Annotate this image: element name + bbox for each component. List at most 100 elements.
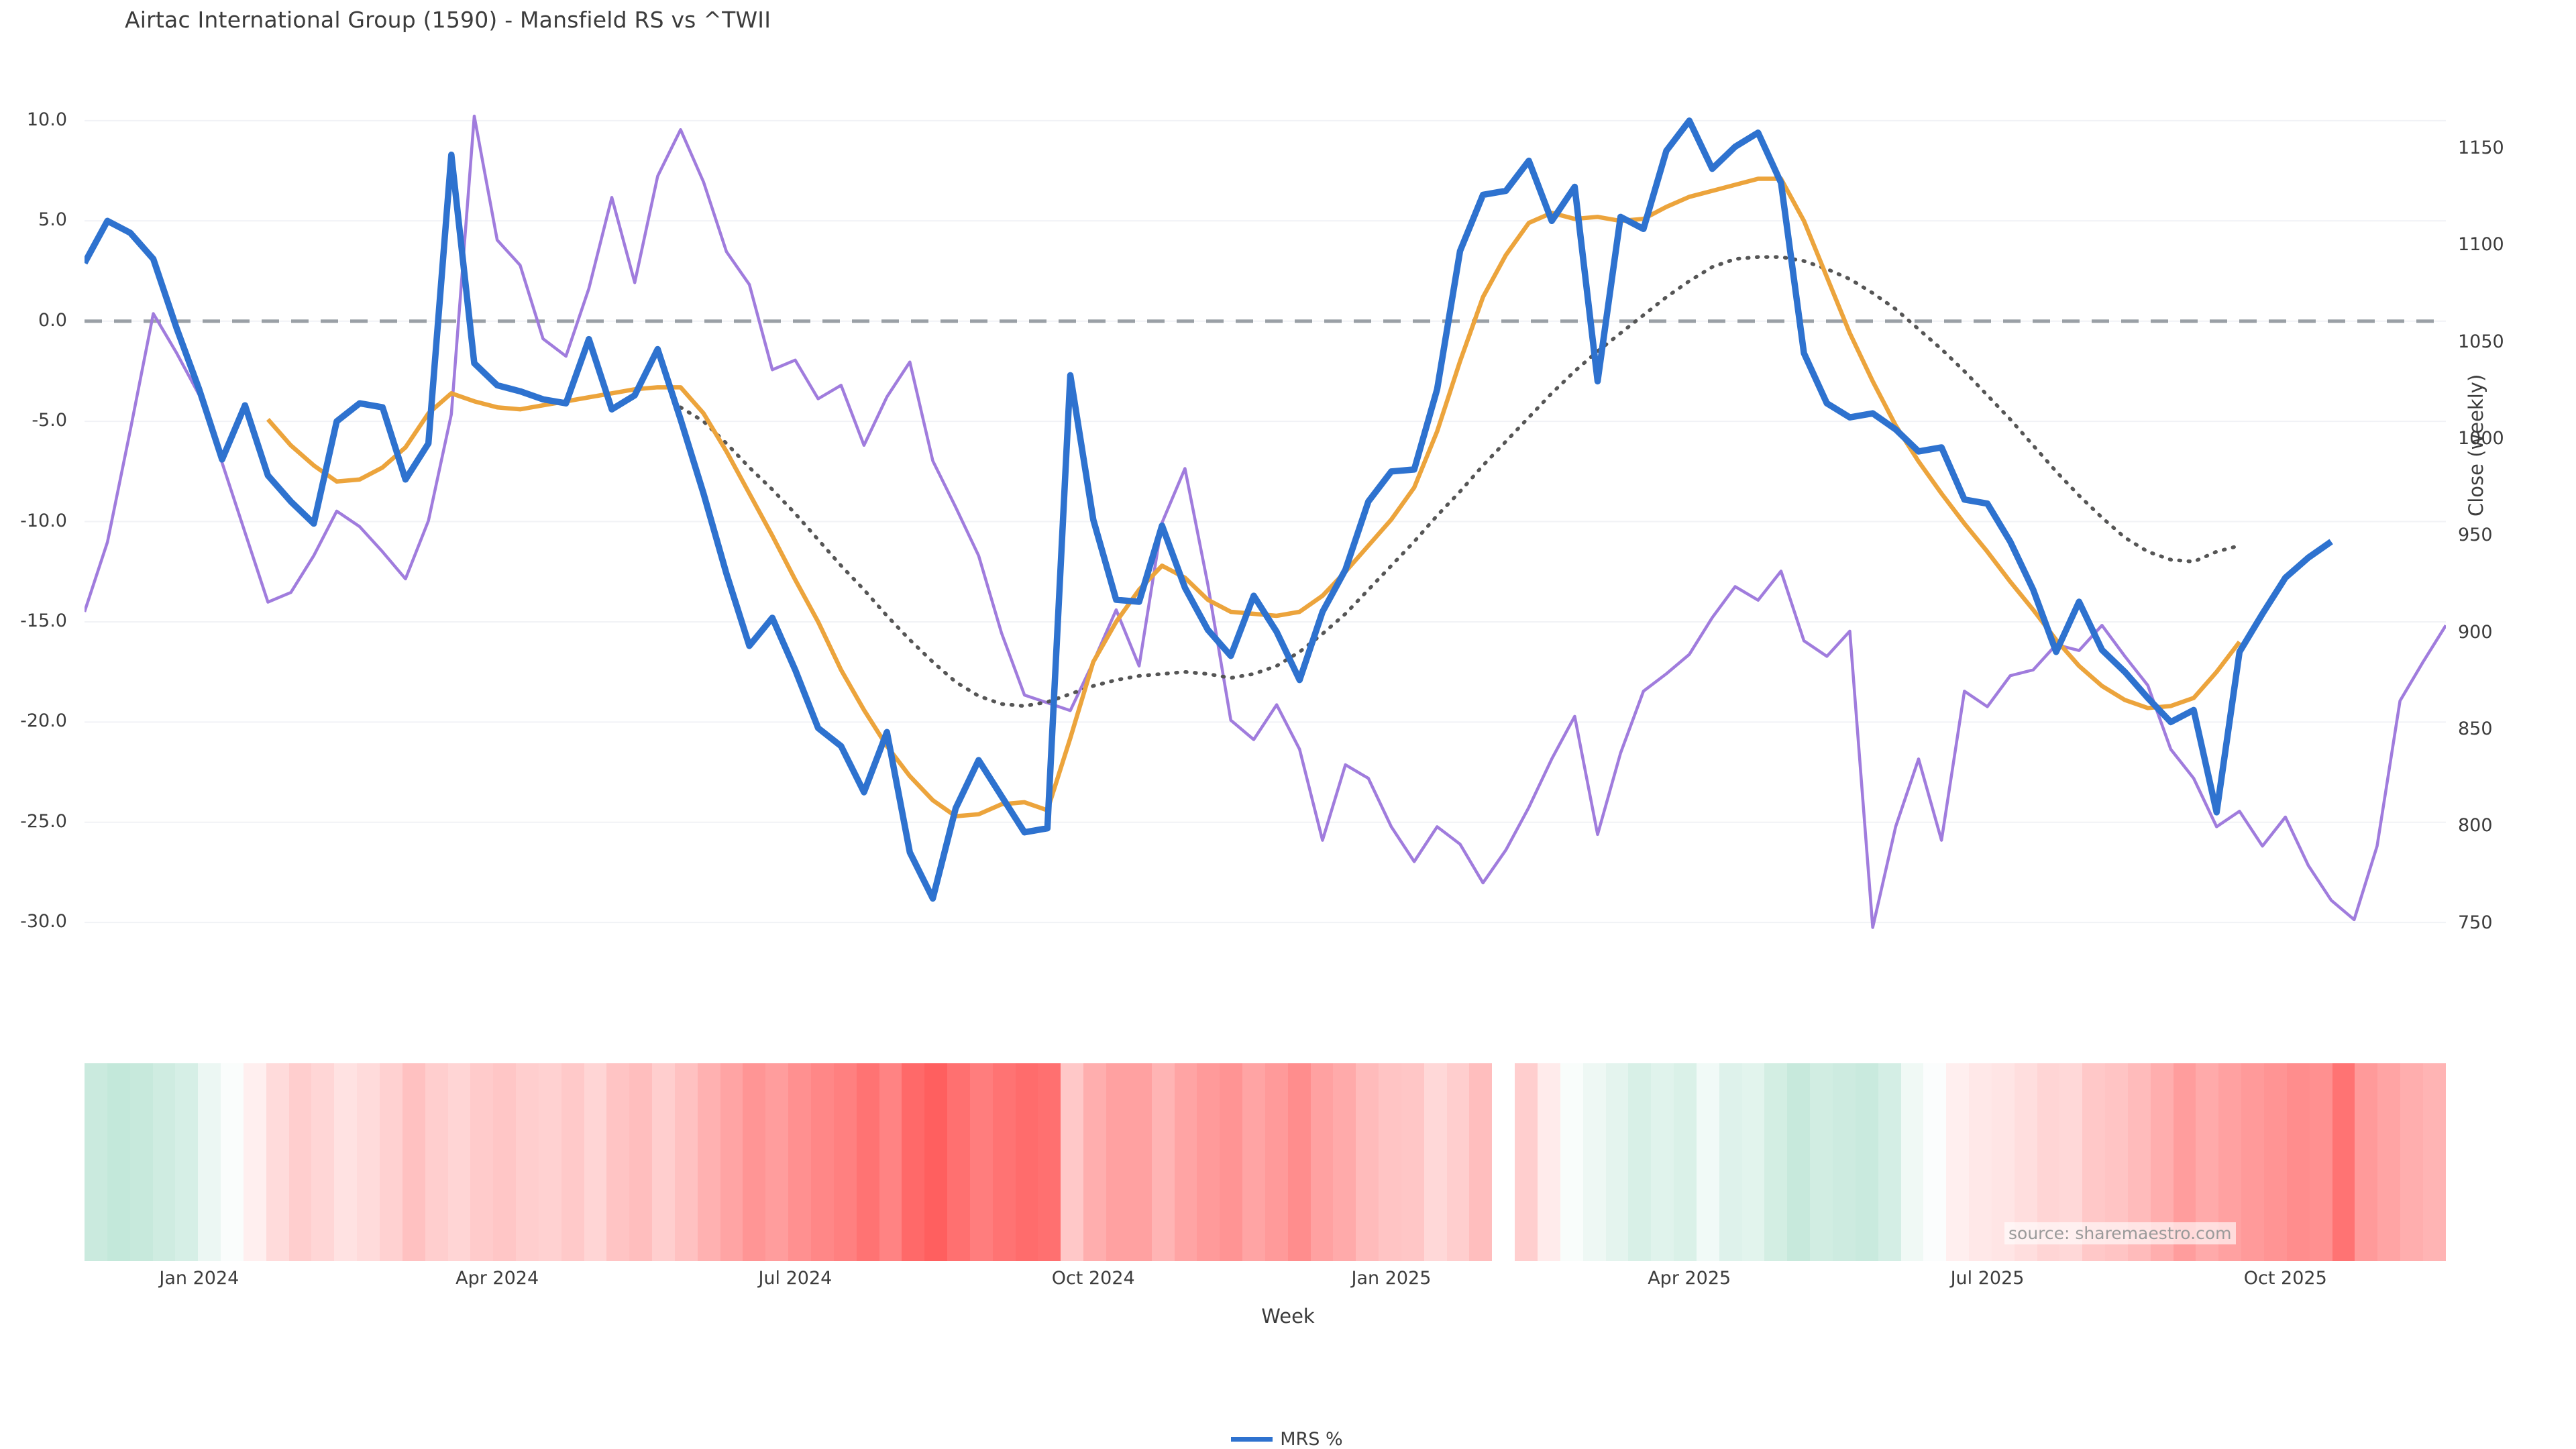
heatmap-cell — [1582, 1063, 1606, 1261]
gridlines — [85, 119, 2446, 924]
legend-item[interactable]: MRS % — [1231, 1429, 1401, 1449]
y-axis-left-tick: 5.0 — [38, 209, 67, 231]
heatmap-cell — [1379, 1063, 1401, 1261]
heatmap-cell — [1469, 1063, 1493, 1261]
heatmap-cell — [969, 1063, 993, 1261]
y-axis-right-tick: 750 — [2458, 912, 2493, 933]
heatmap-cell — [1878, 1063, 1901, 1261]
heatmap-cell — [697, 1063, 720, 1261]
y-axis-left-tick: -5.0 — [32, 410, 67, 431]
x-axis-tick: Jul 2024 — [758, 1268, 833, 1289]
heatmap-cell — [152, 1063, 176, 1261]
y-axis-right-tick: 1100 — [2458, 234, 2504, 256]
heatmap-cell — [1969, 1063, 1992, 1261]
heatmap-cell — [311, 1063, 335, 1261]
y-axis-right-tick: 900 — [2458, 621, 2493, 643]
heatmap-cell — [1242, 1063, 1265, 1261]
heatmap-cell — [357, 1063, 380, 1261]
heatmap-cell — [1923, 1063, 1947, 1261]
heatmap-cell — [425, 1063, 448, 1261]
heatmap-cell — [129, 1063, 153, 1261]
heatmap-cell — [1900, 1063, 1924, 1261]
y-axis-right-tick: 1050 — [2458, 331, 2504, 352]
heatmap-cell — [516, 1063, 539, 1261]
heatmap-cell — [2264, 1063, 2287, 1261]
x-axis-tick: Apr 2024 — [455, 1268, 539, 1289]
heatmap-cell — [2332, 1063, 2355, 1261]
chart-canvas — [85, 114, 2446, 929]
series-fast-ma — [266, 176, 2242, 819]
heatmap-cell — [1061, 1063, 1084, 1261]
page-title: Airtac International Group (1590) - Mans… — [125, 7, 771, 33]
y-axis-right-tick: 1150 — [2458, 138, 2504, 159]
heatmap-cell — [1741, 1063, 1765, 1261]
heatmap-cell — [2422, 1063, 2446, 1261]
x-axis-tick: Jan 2025 — [1351, 1268, 1432, 1289]
y-axis-right-tick: 1000 — [2458, 428, 2504, 449]
series-mrs — [85, 117, 2333, 902]
x-axis-tick: Apr 2025 — [1648, 1268, 1731, 1289]
y-axis-left-tick: -15.0 — [20, 610, 67, 631]
heatmap-cell — [1106, 1063, 1129, 1261]
heatmap-cell — [1197, 1063, 1220, 1261]
heatmap-cell — [1151, 1063, 1175, 1261]
heatmap-cell — [2309, 1063, 2332, 1261]
heatmap-cell — [674, 1063, 698, 1261]
y-axis-left-tick: 0.0 — [38, 309, 67, 331]
legend-items: MRS %Fast MASlow MAWeekly Close — [1231, 1429, 1418, 1449]
heatmap-cell — [1605, 1063, 1629, 1261]
heatmap-cell — [1515, 1063, 1538, 1261]
x-axis-tick: Jul 2025 — [1950, 1268, 2025, 1289]
heatmap-cell — [947, 1063, 970, 1261]
heatmap-cell — [1696, 1063, 1719, 1261]
heatmap-cell — [811, 1063, 834, 1261]
heatmap-cell — [2377, 1063, 2401, 1261]
heatmap-cell — [652, 1063, 675, 1261]
heatmap-cell — [107, 1063, 130, 1261]
heatmap-cell — [1356, 1063, 1379, 1261]
y-axis-left-tick: -20.0 — [20, 710, 67, 732]
heatmap-cell — [1832, 1063, 1856, 1261]
plot-area — [85, 101, 2446, 953]
heatmap-cell — [1651, 1063, 1674, 1261]
chart-legend: Series MRS %Fast MASlow MAWeekly Close — [0, 1429, 2576, 1449]
heatmap-cell — [606, 1063, 630, 1261]
heatmap-gap — [1492, 1063, 1515, 1261]
heatmap-cell — [1220, 1063, 1243, 1261]
heatmap-cell — [2286, 1063, 2310, 1261]
heatmap-cell — [538, 1063, 561, 1261]
heatmap-cell — [221, 1063, 244, 1261]
heatmap-cell — [1265, 1063, 1288, 1261]
heatmap-cell — [1287, 1063, 1311, 1261]
heatmap-cell — [1174, 1063, 1197, 1261]
heatmap-cell — [902, 1063, 925, 1261]
heatmap-cell — [379, 1063, 402, 1261]
y-axis-left-tick: -10.0 — [20, 510, 67, 531]
heatmap-cell — [1946, 1063, 1970, 1261]
heatmap-cell — [1855, 1063, 1878, 1261]
heatmap-cell — [879, 1063, 902, 1261]
heatmap-cell — [402, 1063, 425, 1261]
heatmap-cell — [765, 1063, 789, 1261]
heatmap-cell — [198, 1063, 221, 1261]
heatmap-cell — [493, 1063, 517, 1261]
heatmap-cell — [2400, 1063, 2423, 1261]
heatmap-cell — [1038, 1063, 1061, 1261]
heatmap-cell — [584, 1063, 607, 1261]
heatmap-cell — [1333, 1063, 1356, 1261]
heatmap-cell — [334, 1063, 358, 1261]
heatmap-cell — [288, 1063, 312, 1261]
heatmap-cell — [2241, 1063, 2264, 1261]
heatmap-cell — [1015, 1063, 1038, 1261]
heatmap-cell — [1401, 1063, 1424, 1261]
x-axis-tick: Oct 2025 — [2243, 1268, 2327, 1289]
y-axis-left-tick: -30.0 — [20, 911, 67, 932]
heatmap-cell — [2355, 1063, 2378, 1261]
heatmap-cell — [856, 1063, 879, 1261]
source-attribution: source: sharemaestro.com — [2004, 1222, 2236, 1244]
heatmap-cell — [833, 1063, 857, 1261]
heatmap-cell — [243, 1063, 266, 1261]
heatmap-cell — [788, 1063, 811, 1261]
heatmap-cell — [470, 1063, 494, 1261]
